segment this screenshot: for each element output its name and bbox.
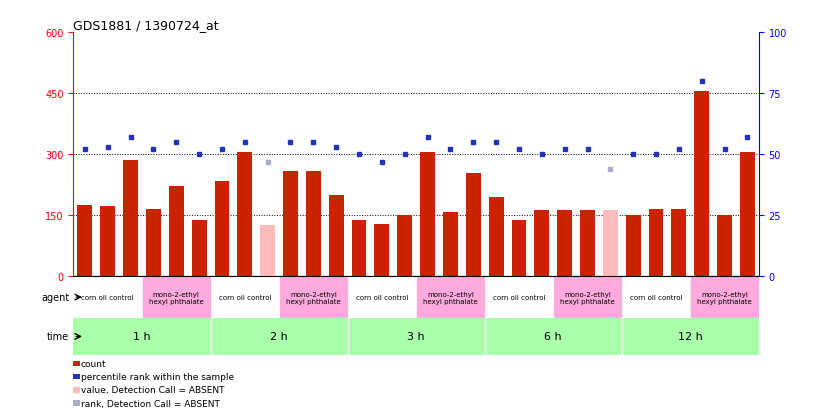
Bar [123, 161, 138, 277]
Bar [397, 215, 412, 277]
Bar [348, 277, 416, 318]
Bar [694, 92, 709, 277]
Bar [672, 210, 686, 277]
Bar [416, 277, 485, 318]
Bar [485, 277, 553, 318]
Bar [466, 174, 481, 277]
Bar [146, 210, 161, 277]
Bar [142, 277, 211, 318]
Text: rank, Detection Call = ABSENT: rank, Detection Call = ABSENT [81, 399, 220, 408]
Bar [78, 206, 92, 277]
Text: corn oil control: corn oil control [630, 294, 682, 300]
Bar [306, 171, 321, 277]
Bar [740, 153, 755, 277]
Bar [580, 211, 595, 277]
Bar [420, 153, 435, 277]
Text: percentile rank within the sample: percentile rank within the sample [81, 372, 234, 381]
Text: 6 h: 6 h [544, 332, 562, 342]
Text: 1 h: 1 h [133, 332, 151, 342]
Text: count: count [81, 359, 107, 368]
Bar [260, 226, 275, 277]
Bar [192, 221, 206, 277]
Bar [649, 210, 663, 277]
Text: corn oil control: corn oil control [82, 294, 134, 300]
Bar [557, 211, 572, 277]
Bar [215, 181, 229, 277]
Bar [100, 207, 115, 277]
Bar [283, 171, 298, 277]
Bar [553, 277, 622, 318]
Bar [73, 277, 142, 318]
Text: mono-2-ethyl
hexyl phthalate: mono-2-ethyl hexyl phthalate [697, 291, 752, 304]
Text: mono-2-ethyl
hexyl phthalate: mono-2-ethyl hexyl phthalate [149, 291, 204, 304]
Bar [534, 211, 549, 277]
Text: value, Detection Call = ABSENT: value, Detection Call = ABSENT [81, 385, 224, 394]
Bar [279, 277, 348, 318]
Bar [352, 221, 366, 277]
Bar [512, 221, 526, 277]
Text: corn oil control: corn oil control [493, 294, 545, 300]
Bar [717, 215, 732, 277]
Text: mono-2-ethyl
hexyl phthalate: mono-2-ethyl hexyl phthalate [423, 291, 478, 304]
Text: 3 h: 3 h [407, 332, 425, 342]
Bar [237, 153, 252, 277]
Bar [329, 195, 344, 277]
Bar [622, 277, 690, 318]
Bar [626, 215, 641, 277]
Bar [443, 213, 458, 277]
Text: GDS1881 / 1390724_at: GDS1881 / 1390724_at [73, 19, 219, 32]
Text: corn oil control: corn oil control [356, 294, 408, 300]
Text: mono-2-ethyl
hexyl phthalate: mono-2-ethyl hexyl phthalate [560, 291, 615, 304]
Text: 2 h: 2 h [270, 332, 288, 342]
Text: agent: agent [41, 292, 69, 302]
Text: time: time [47, 332, 69, 342]
Text: 12 h: 12 h [678, 332, 703, 342]
Bar [375, 225, 389, 277]
Bar [489, 197, 503, 277]
Bar [603, 211, 618, 277]
Bar [169, 187, 184, 277]
Bar [211, 277, 279, 318]
Text: mono-2-ethyl
hexyl phthalate: mono-2-ethyl hexyl phthalate [286, 291, 341, 304]
Text: corn oil control: corn oil control [219, 294, 271, 300]
Bar [690, 277, 759, 318]
